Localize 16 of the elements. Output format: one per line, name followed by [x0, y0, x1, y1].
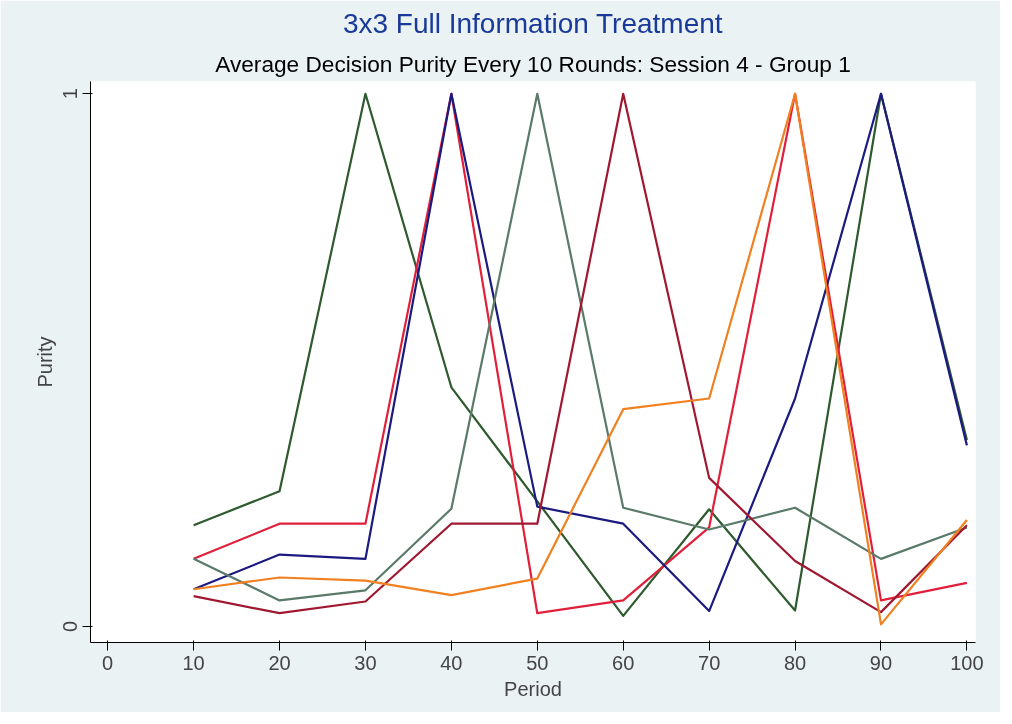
- x-tick-label: 30: [354, 651, 377, 674]
- x-tick-label: 60: [612, 651, 635, 674]
- x-tick-label: 0: [102, 651, 114, 674]
- y-tick-label: 1: [59, 88, 82, 100]
- chart-title: 3x3 Full Information Treatment: [342, 7, 723, 39]
- x-axis-title: Period: [504, 677, 562, 700]
- x-tick-label: 100: [950, 651, 984, 674]
- x-tick-label: 50: [526, 651, 549, 674]
- x-tick-label: 40: [440, 651, 463, 674]
- chart-subtitle: Average Decision Purity Every 10 Rounds: Session 4 - Group 1: [215, 50, 851, 77]
- x-tick-label: 90: [869, 651, 893, 674]
- x-tick-label: 80: [783, 651, 807, 674]
- y-axis-title: Purity: [33, 336, 56, 388]
- x-tick-label: 10: [182, 651, 205, 674]
- x-tick-label: 70: [698, 651, 721, 674]
- x-tick-label: 20: [268, 651, 291, 674]
